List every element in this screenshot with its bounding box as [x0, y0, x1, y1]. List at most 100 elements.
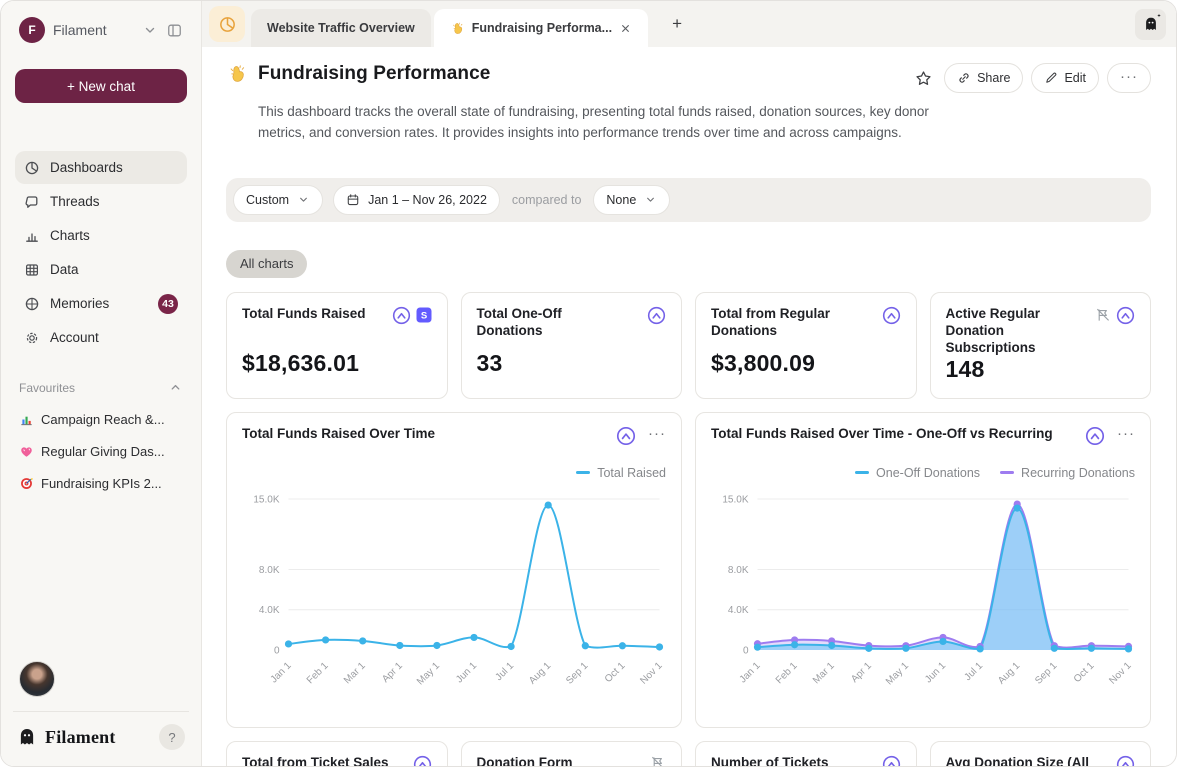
kpi-card-donation-form-conversion[interactable]: Donation Form Conversion — [460, 740, 682, 766]
chart-menu-button[interactable]: ··· — [648, 425, 666, 443]
page-title: Fundraising Performance — [258, 63, 491, 84]
calendar-icon — [347, 194, 359, 205]
tab-website-traffic-overview[interactable]: Website Traffic Overview — [251, 9, 431, 47]
assistant-ghost-button[interactable] — [1135, 8, 1166, 40]
legend-dash — [1000, 471, 1015, 475]
legend-item: One-Off Donations — [855, 466, 980, 480]
all-charts-chip[interactable]: All charts — [226, 249, 308, 278]
svg-text:8.0K: 8.0K — [259, 565, 280, 576]
svg-text:4.0K: 4.0K — [259, 605, 280, 616]
chart-title: Total Funds Raised Over Time — [242, 425, 436, 441]
pie-chart-icon — [25, 161, 39, 174]
svg-text:Jun 1: Jun 1 — [454, 660, 479, 685]
kpi-title: Number of Tickets Sold — [711, 754, 829, 766]
clapping-hands-emoji — [230, 65, 245, 82]
svg-text:Jan 1: Jan 1 — [269, 660, 294, 685]
favourite-item-regular-giving[interactable]: Regular Giving Das... — [15, 437, 187, 465]
range-type-select[interactable]: Custom — [233, 184, 324, 215]
svg-text:Aug 1: Aug 1 — [996, 660, 1023, 687]
kpi-title: Active Regular Donation Subscriptions — [945, 305, 1041, 355]
close-tab-icon[interactable] — [619, 22, 632, 35]
kpi-value: $3,800.09 — [711, 349, 816, 376]
chart-card-one-off-vs-recurring[interactable]: Total Funds Raised Over Time - One-Off v… — [695, 411, 1151, 728]
favourite-star-button[interactable] — [911, 66, 936, 91]
edit-button[interactable]: Edit — [1031, 63, 1099, 93]
compared-to-label: compared to — [511, 192, 582, 207]
kpi-card-ticket-sales[interactable]: Total from Ticket Sales — [226, 740, 448, 766]
favourites-list: Campaign Reach &... Regular Giving Das..… — [15, 405, 187, 497]
help-button[interactable]: ? — [159, 724, 185, 750]
kpi-title: Total from Ticket Sales — [242, 754, 389, 766]
svg-text:Oct 1: Oct 1 — [1072, 660, 1097, 685]
new-chat-button[interactable]: + New chat — [15, 69, 187, 103]
ellipsis-icon: ··· — [1120, 67, 1138, 85]
kpi-title: Donation Form Conversion — [476, 754, 573, 766]
favourites-label: Favourites — [19, 380, 76, 395]
kpi-card-active-subscriptions[interactable]: Active Regular Donation Subscriptions 14… — [929, 291, 1151, 399]
main-area: Website Traffic Overview Fundraising Per… — [202, 1, 1176, 766]
pie-chart-icon — [219, 16, 235, 32]
chart-legend: One-Off Donations Recurring Donations — [711, 466, 1135, 480]
workspace-switcher[interactable]: F Filament — [15, 15, 187, 45]
share-button[interactable]: Share — [944, 63, 1024, 93]
svg-text:Feb 1: Feb 1 — [305, 660, 331, 686]
sidebar-item-label: Charts — [50, 228, 90, 243]
tab-fundraising-performance[interactable]: Fundraising Performa... — [433, 9, 649, 47]
sidebar-nav: Dashboards Threads Charts Data Memories … — [15, 151, 187, 354]
new-tab-button[interactable]: + — [672, 14, 682, 33]
sidebar-item-memories[interactable]: Memories 43 — [15, 287, 187, 320]
kpi-card-total-regular-donations[interactable]: Total from Regular Donations $3,800.09 — [695, 291, 917, 399]
kpi-title: Total Funds Raised — [242, 305, 366, 321]
svg-text:15.0K: 15.0K — [253, 494, 279, 505]
dashboard-content: Fundraising Performance Share Edit — [202, 47, 1176, 766]
bar-chart-emoji — [20, 415, 33, 425]
chat-bubble-icon — [25, 195, 38, 208]
analytics-badge-icon — [392, 306, 410, 324]
kpi-card-total-funds-raised[interactable]: Total Funds Raised $18,636.01 — [226, 291, 448, 399]
stripe-badge-icon — [416, 307, 431, 323]
svg-text:0: 0 — [274, 645, 280, 656]
kpi-card-total-one-off-donations[interactable]: Total One-Off Donations 33 — [460, 291, 682, 399]
date-range-value: Jan 1 – Nov 26, 2022 — [368, 192, 487, 207]
chart-card-total-funds-over-time[interactable]: Total Funds Raised Over Time ··· Total R… — [226, 411, 682, 728]
favourite-item-fundraising-kpis[interactable]: Fundraising KPIs 2... — [15, 469, 187, 497]
svg-text:Jul 1: Jul 1 — [494, 660, 517, 683]
svg-text:Sep 1: Sep 1 — [564, 660, 591, 687]
compare-select[interactable]: None — [593, 184, 671, 215]
sidebar-item-threads[interactable]: Threads — [15, 185, 187, 218]
sidebar-item-charts[interactable]: Charts — [15, 219, 187, 252]
chart-title: Total Funds Raised Over Time - One-Off v… — [711, 425, 1053, 441]
tab-label: Fundraising Performa... — [471, 21, 613, 35]
chevron-up-icon[interactable] — [168, 380, 183, 395]
memory-icon — [25, 297, 39, 310]
date-range-button[interactable]: Jan 1 – Nov 26, 2022 — [333, 184, 500, 215]
svg-text:Oct 1: Oct 1 — [603, 660, 628, 685]
waving-hand-emoji — [452, 22, 463, 34]
sparkling-heart-emoji — [20, 446, 33, 457]
sparkle-icon — [1157, 13, 1161, 17]
favourites-header[interactable]: Favourites — [15, 380, 187, 395]
sidebar-item-dashboards[interactable]: Dashboards — [15, 151, 187, 184]
svg-text:Sep 1: Sep 1 — [1033, 660, 1060, 687]
flag-off-icon — [651, 756, 665, 766]
sidebar-item-label: Data — [50, 262, 79, 277]
chevron-down-icon — [647, 198, 655, 203]
kpi-card-avg-donation-size[interactable]: Avg Donation Size (All — [929, 740, 1151, 766]
line-chart: 0 4.0K 8.0K 15.0K Jan 1 Feb 1 Mar 1 Apr 1 May 1 J… — [253, 494, 665, 687]
sidebar: F Filament + New chat Dashboards Threads… — [1, 1, 202, 766]
kpi-title: Avg Donation Size (All — [945, 754, 1090, 766]
pencil-icon — [1046, 72, 1057, 83]
svg-text:Feb 1: Feb 1 — [774, 660, 800, 686]
bar-chart-icon — [26, 232, 38, 242]
kpi-card-tickets-sold[interactable]: Number of Tickets Sold — [695, 740, 917, 766]
dashboard-home-button[interactable] — [209, 6, 245, 42]
chart-menu-button[interactable]: ··· — [1117, 425, 1135, 443]
more-options-button[interactable]: ··· — [1107, 63, 1151, 93]
chevron-down-icon[interactable] — [142, 22, 158, 38]
collapse-sidebar-icon[interactable] — [166, 22, 183, 39]
sidebar-item-account[interactable]: Account — [15, 321, 187, 354]
svg-text:Jan 1: Jan 1 — [738, 660, 763, 685]
favourite-item-campaign-reach[interactable]: Campaign Reach &... — [15, 405, 187, 433]
user-avatar[interactable] — [19, 661, 55, 697]
sidebar-item-data[interactable]: Data — [15, 253, 187, 286]
